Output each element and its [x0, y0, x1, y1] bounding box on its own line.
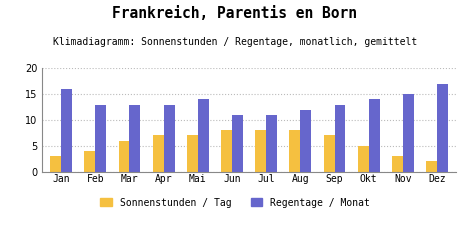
Bar: [84, 151, 95, 172]
Bar: [61, 89, 72, 172]
Bar: [437, 84, 448, 172]
Bar: [198, 99, 209, 172]
Bar: [426, 161, 437, 172]
Bar: [266, 115, 277, 172]
Bar: [129, 105, 141, 172]
Text: Frankreich, Parentis en Born: Frankreich, Parentis en Born: [112, 6, 358, 21]
Bar: [392, 156, 403, 172]
Bar: [50, 156, 61, 172]
Legend: Sonnenstunden / Tag, Regentage / Monat: Sonnenstunden / Tag, Regentage / Monat: [100, 198, 370, 208]
Text: Klimadiagramm: Sonnenstunden / Regentage, monatlich, gemittelt: Klimadiagramm: Sonnenstunden / Regentage…: [53, 37, 417, 47]
Bar: [232, 115, 243, 172]
Bar: [255, 130, 266, 172]
Bar: [95, 105, 106, 172]
Bar: [300, 110, 311, 172]
Bar: [324, 135, 335, 172]
Bar: [358, 146, 369, 172]
Bar: [290, 130, 300, 172]
Bar: [335, 105, 345, 172]
Bar: [221, 130, 232, 172]
Bar: [153, 135, 164, 172]
Bar: [369, 99, 380, 172]
Bar: [118, 141, 129, 172]
Bar: [403, 94, 414, 172]
Bar: [164, 105, 174, 172]
Bar: [187, 135, 198, 172]
Text: Copyright (C) 2010 sonnenlaender.de: Copyright (C) 2010 sonnenlaender.de: [132, 224, 338, 234]
